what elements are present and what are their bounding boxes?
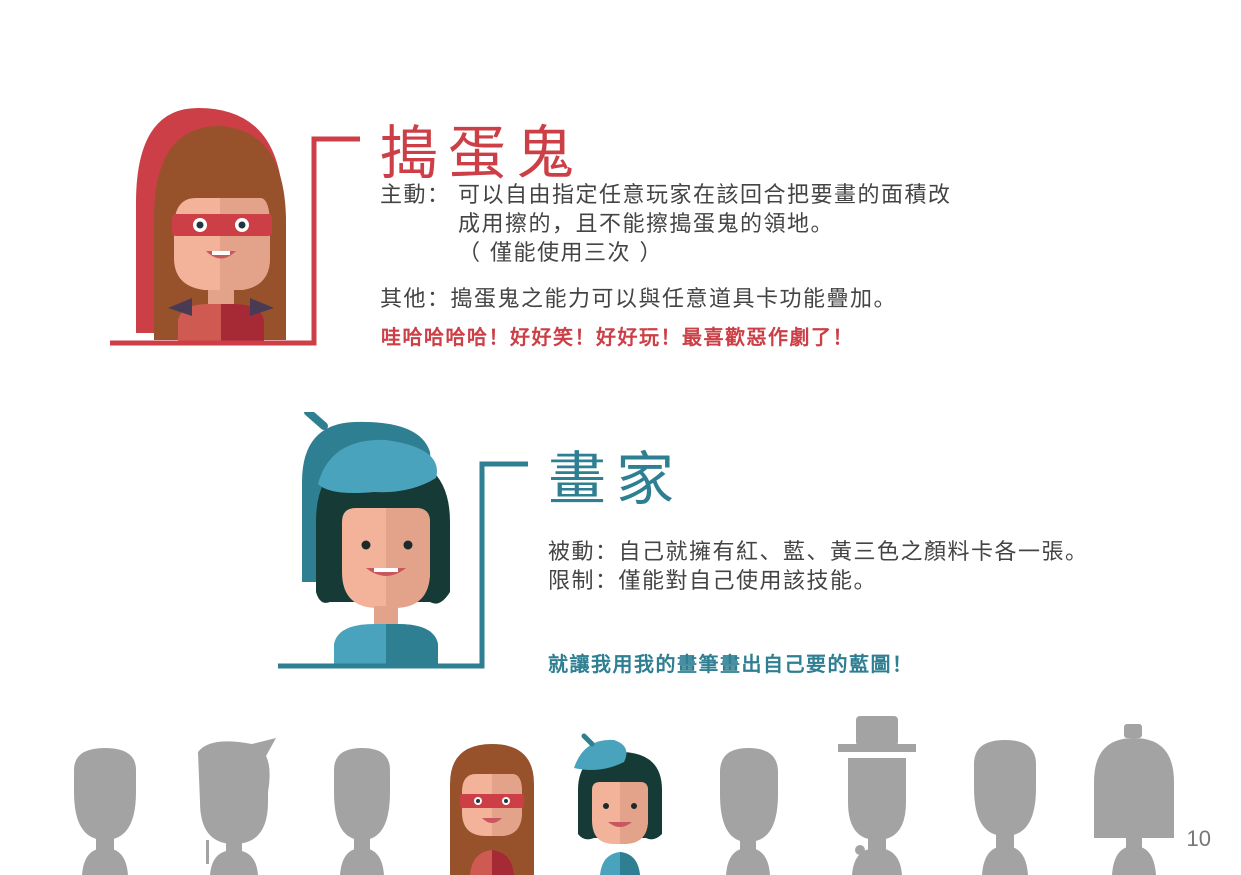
trickster-active-line3: （ 僅能使用三次 ） [458,241,663,266]
silhouette-1 [74,748,136,875]
trickster-quote: 哇哈哈哈哈！好好笑！好好玩！最喜歡惡作劇了！ [381,325,854,349]
trickster-active-label: 主動： [380,183,451,208]
painter-quote: 就讓我用我的畫筆畫出自己要的藍圖！ [548,652,914,676]
silhouette-4 [720,748,778,875]
trickster-bracket [110,136,360,346]
trickster-other: 其他：搗蛋鬼之能力可以與任意道具卡功能疊加。 [380,287,898,312]
silhouette-3 [334,748,390,875]
character-row [74,716,1174,875]
silhouette-2 [198,738,276,875]
trickster-active-line2: 成用擦的，且不能擦搗蛋鬼的領地。 [458,212,835,237]
painter-limit: 限制：僅能對自己使用該技能。 [548,569,878,594]
small-trickster [450,744,534,875]
trickster-avatar [136,108,286,342]
trickster-title: 搗蛋鬼 [380,119,585,187]
silhouette-6 [974,740,1036,875]
silhouette-7 [1094,724,1174,875]
painter-bracket [278,461,528,669]
silhouette-5 [838,716,916,875]
painter-passive: 被動：自己就擁有紅、藍、黃三色之顏料卡各一張。 [548,540,1089,565]
small-painter [574,733,662,875]
page-number: 10 [1186,826,1211,851]
painter-title: 畫家 [548,445,685,513]
painter-avatar [302,412,450,667]
trickster-active-line1: 可以自由指定任意玩家在該回合把要畫的面積改 [458,183,952,208]
